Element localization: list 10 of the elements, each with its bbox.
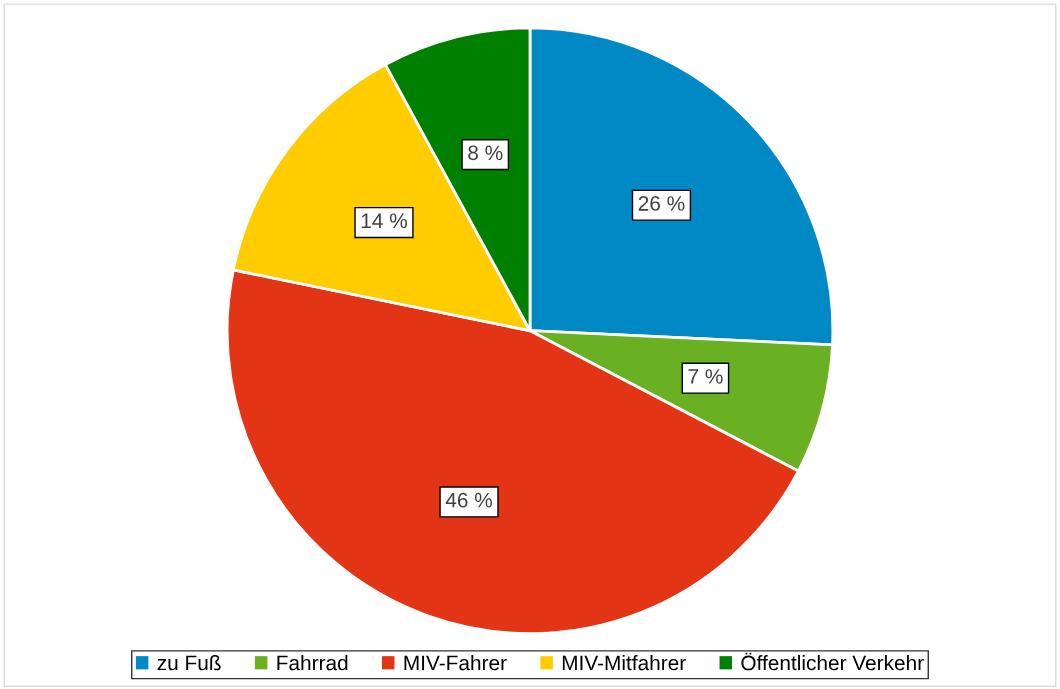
legend-label: Fahrrad <box>277 655 348 671</box>
data-label: 14 % <box>361 213 407 229</box>
legend-label: MIV-Fahrer <box>404 655 507 671</box>
data-label: 46 % <box>445 492 493 508</box>
legend-label: Öffentlicher Verkehr <box>741 652 924 671</box>
data-label: 7 % <box>688 369 723 384</box>
data-label: 26 % <box>638 196 685 211</box>
legend-label: zu Fuß <box>157 655 221 671</box>
data-label: 8 % <box>468 145 503 161</box>
legend-label: MIV-Mitfahrer <box>562 655 686 671</box>
